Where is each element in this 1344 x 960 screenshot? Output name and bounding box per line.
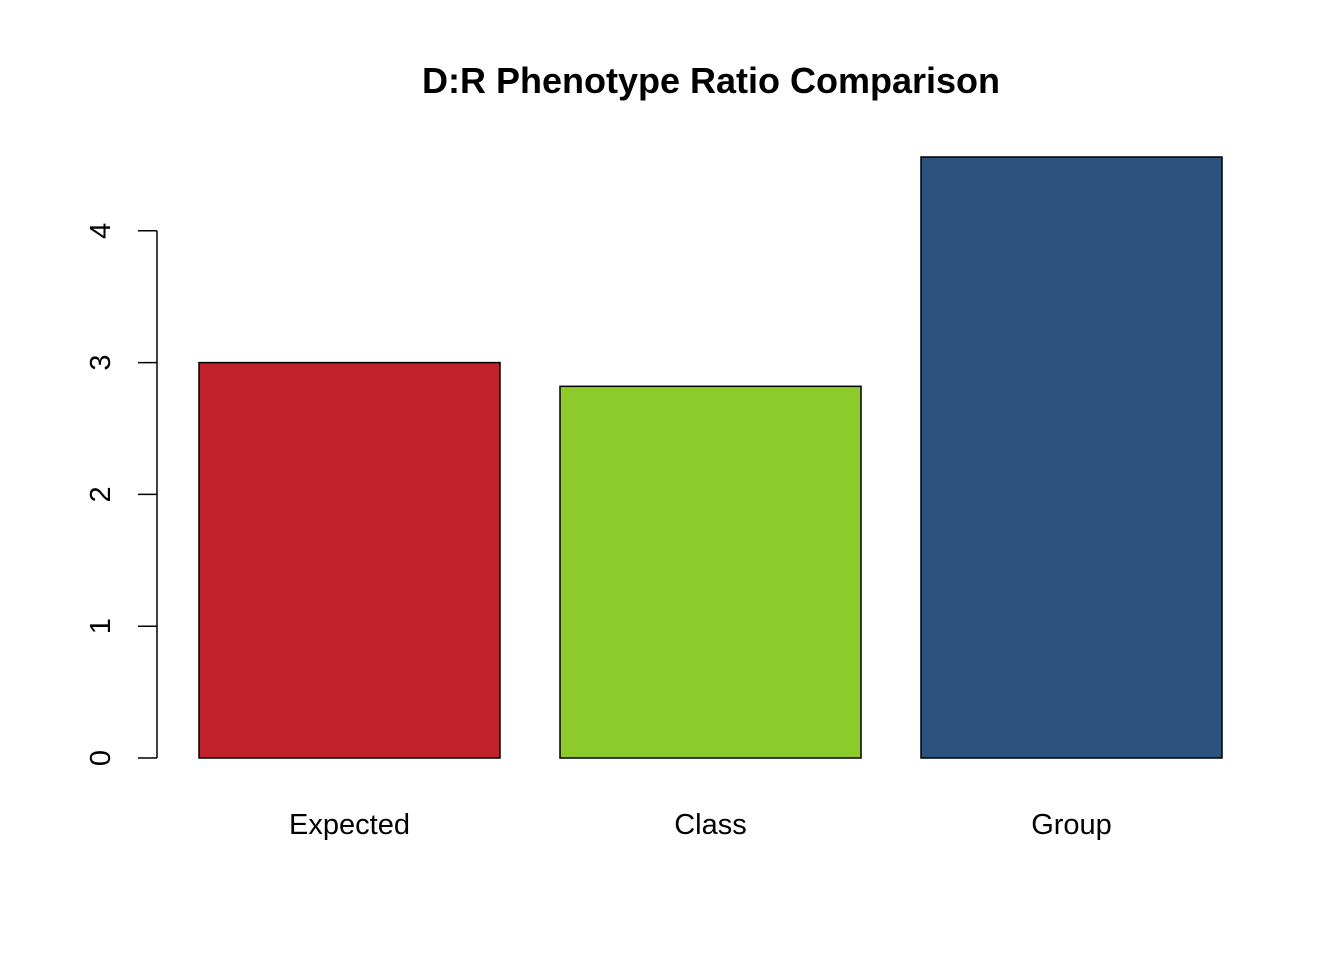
bar-class xyxy=(559,385,862,759)
y-axis: 0 1 2 3 4 xyxy=(85,223,158,766)
x-axis-labels: Expected Class Group xyxy=(289,809,1112,841)
x-category-label: Expected xyxy=(289,809,410,841)
bar-expected xyxy=(198,361,501,759)
chart-title: D:R Phenotype Ratio Comparison xyxy=(422,60,1000,101)
y-tick-label: 1 xyxy=(85,618,117,634)
y-tick-label: 0 xyxy=(85,750,117,766)
y-tick-label: 3 xyxy=(85,355,117,371)
bars xyxy=(198,156,1223,759)
x-category-label: Class xyxy=(674,809,747,841)
x-category-label: Group xyxy=(1031,809,1112,841)
y-tick-label: 2 xyxy=(85,486,117,502)
bar-group xyxy=(920,156,1223,759)
y-tick-label: 4 xyxy=(85,223,117,239)
